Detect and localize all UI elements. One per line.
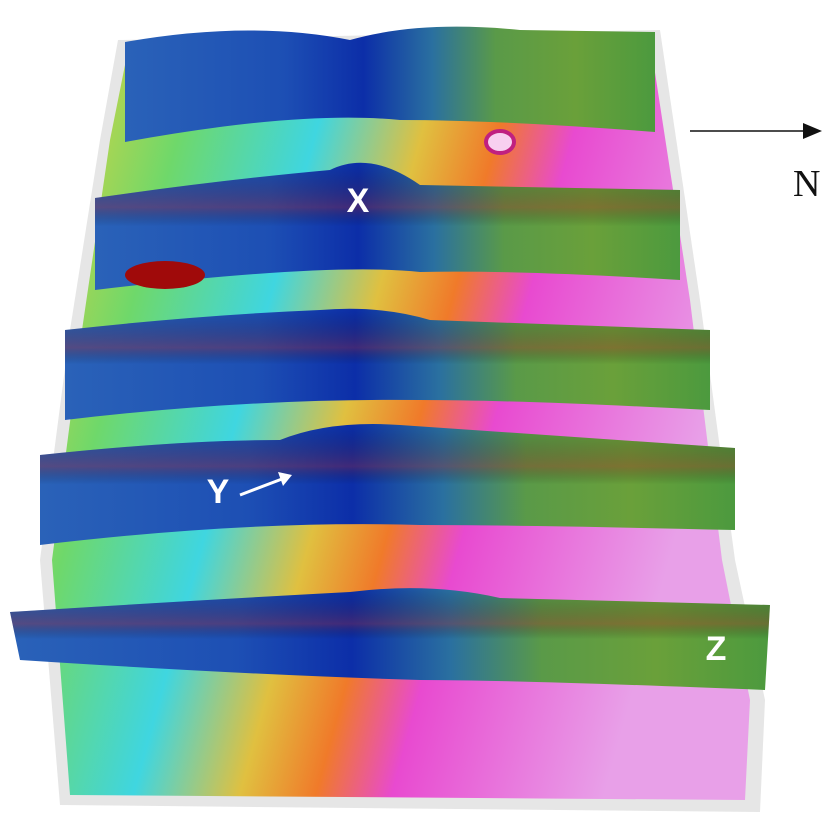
label-y: Y bbox=[207, 473, 230, 511]
arrow-y bbox=[239, 472, 292, 497]
slices bbox=[10, 26, 770, 690]
label-x: X bbox=[347, 182, 370, 220]
north-arrow bbox=[690, 123, 822, 139]
base-surface bbox=[40, 30, 765, 812]
label-north: N bbox=[793, 163, 820, 205]
label-z: Z bbox=[706, 630, 727, 668]
